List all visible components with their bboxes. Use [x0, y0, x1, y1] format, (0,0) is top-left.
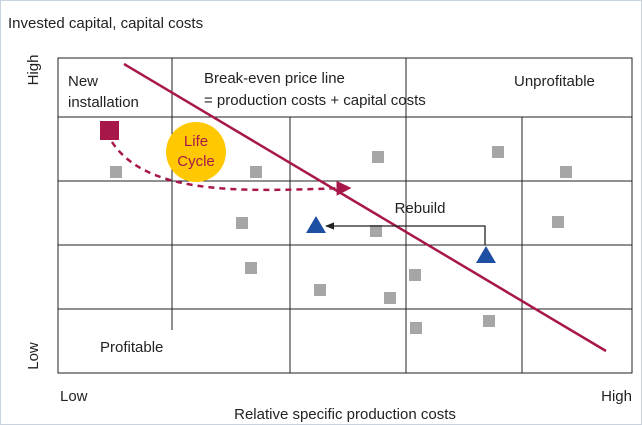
- x-low: Low: [60, 388, 88, 405]
- y-high: High: [25, 55, 42, 86]
- cell-label: = production costs + capital costs: [204, 92, 426, 109]
- triangle: [476, 246, 496, 263]
- cell-label: Profitable: [100, 339, 163, 356]
- life-cycle-label: Cycle: [177, 153, 215, 170]
- y-low: Low: [25, 342, 42, 370]
- cell-label: Unprofitable: [514, 73, 595, 90]
- break-even-line: [123, 62, 607, 353]
- rebuild-arrow: [325, 222, 486, 245]
- x-label: Relative specific production costs: [234, 406, 456, 423]
- life-cycle-circle: [166, 122, 226, 182]
- rebuild-label: Rebuild: [395, 200, 446, 217]
- cell-label: Break-even price line: [204, 70, 345, 87]
- plot-grid: [57, 57, 633, 374]
- cell-label: installation: [68, 94, 139, 111]
- gray-squares: [110, 146, 572, 334]
- cell-label: New: [68, 73, 98, 90]
- life-cycle-label: Life: [184, 133, 208, 150]
- new-installation-marker: [100, 121, 119, 140]
- triangle: [306, 216, 326, 233]
- x-high: High: [601, 388, 632, 405]
- life-cycle-arrow: [110, 141, 352, 196]
- title: Invested capital, capital costs: [8, 15, 203, 32]
